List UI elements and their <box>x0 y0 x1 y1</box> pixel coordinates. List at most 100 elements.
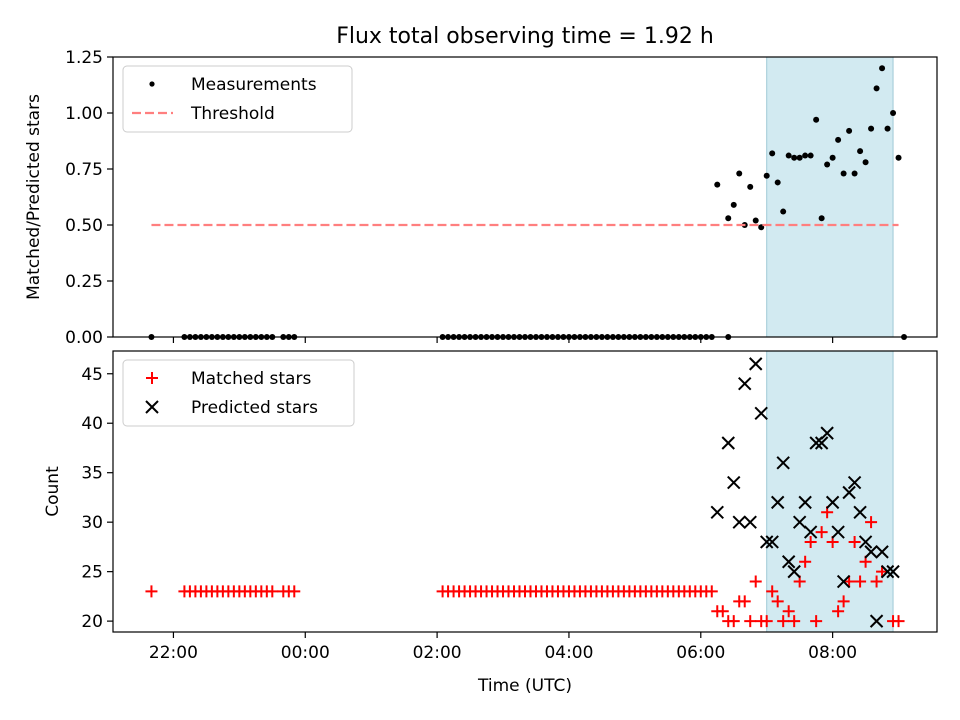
matched-star-point <box>716 605 729 618</box>
measurement-point <box>807 152 814 159</box>
legend-marker-x <box>145 400 159 414</box>
y-tick-label: 20 <box>81 612 103 632</box>
y-tick-label: 35 <box>81 464 103 484</box>
matched-star-point <box>771 595 784 608</box>
measurement-point <box>824 161 831 168</box>
predicted-star-point <box>776 456 790 470</box>
matched-star-point <box>832 605 845 618</box>
matched-star-point <box>288 585 301 598</box>
measurement-point <box>725 215 732 222</box>
predicted-star-point <box>858 535 873 549</box>
measurement-point <box>851 170 858 177</box>
legend-box <box>122 359 355 427</box>
matched-star-point <box>744 615 757 628</box>
measurement-point <box>774 179 781 186</box>
y-tick-label: 0.25 <box>65 272 103 292</box>
measurement-point <box>879 65 886 72</box>
predicted-star-point <box>875 545 889 559</box>
predicted-star-point <box>792 515 807 529</box>
predicted-star-point <box>886 564 900 579</box>
matched-star-point <box>804 535 817 548</box>
matched-star-point <box>777 615 790 628</box>
matched-star-point <box>854 575 867 588</box>
measurement-point <box>752 217 759 224</box>
predicted-star-point <box>787 564 801 579</box>
chart-title: Flux total observing time = 1.92 h <box>336 24 714 49</box>
predicted-star-point <box>803 525 818 539</box>
measurement-point <box>736 170 743 177</box>
panel-ratio: 0.00 0.25 0.50 0.75 1.00 1.25 Matched/Predict… <box>24 48 938 348</box>
predicted-star-point <box>759 535 774 549</box>
y-tick-label: 40 <box>81 414 103 434</box>
predicted-star-point <box>825 495 840 510</box>
x-axis-label: Time (UTC) <box>477 676 572 696</box>
matched-star-point <box>782 605 795 618</box>
measurement-point <box>818 215 825 222</box>
x-tick-label: 00:00 <box>281 643 330 663</box>
measurement-point <box>829 154 836 161</box>
matched-star-point <box>870 575 883 588</box>
predicted-star-point <box>770 495 785 510</box>
legend-label: Threshold <box>190 104 275 124</box>
measurement-point <box>835 136 842 143</box>
matched-star-point <box>788 615 801 628</box>
measurement-point <box>846 127 853 134</box>
matched-star-point <box>749 575 762 588</box>
measurement-point <box>840 170 847 177</box>
measurement-point <box>802 152 809 159</box>
predicted-star-point <box>880 564 895 579</box>
y-tick-label: 1.25 <box>65 48 103 68</box>
matched-star-point <box>892 615 905 628</box>
predicted-star-point <box>831 525 845 539</box>
measurement-point <box>785 152 792 159</box>
matched-star-point <box>837 595 850 608</box>
observing-window-shade <box>766 56 894 338</box>
predicted-star-point <box>809 436 823 450</box>
predicted-star-point <box>869 614 884 628</box>
measurement-point <box>873 85 880 92</box>
panel-frame-top <box>112 56 938 338</box>
measurement-point <box>868 125 875 132</box>
x-tick-label: 04:00 <box>544 643 593 663</box>
predicted-star-point <box>864 545 878 559</box>
y-tick-label: 1.00 <box>65 104 103 124</box>
predicted-star-point <box>798 495 812 510</box>
predicted-star-point <box>847 475 862 490</box>
legend-marker-dot <box>149 81 155 87</box>
measurement-point <box>857 148 864 155</box>
y-axis-label-count: Count <box>43 466 63 517</box>
measurement-point <box>862 159 869 166</box>
matched-star-point <box>738 595 751 608</box>
measurement-point <box>747 183 754 190</box>
predicted-star-point <box>727 475 741 490</box>
observing-window-shade <box>766 350 894 633</box>
x-tick-label: 06:00 <box>676 643 725 663</box>
predicted-star-point <box>765 535 779 549</box>
matched-star-point <box>705 585 718 598</box>
legend-box <box>122 65 353 133</box>
matched-star-point <box>815 526 828 539</box>
predicted-star-point <box>738 376 752 391</box>
predicted-star-point <box>732 515 746 529</box>
matched-star-point <box>799 555 812 568</box>
matched-star-point <box>266 585 279 598</box>
measurement-point <box>791 154 798 161</box>
predicted-star-point <box>721 436 735 450</box>
x-tick-label: 02:00 <box>413 643 462 663</box>
y-tick-label: 0.50 <box>65 216 103 236</box>
y-tick-label: 25 <box>81 563 103 583</box>
y-axis-label-ratio: Matched/Predicted stars <box>24 94 44 300</box>
legend-ratio: Measurements Threshold <box>122 65 353 133</box>
predicted-star-point <box>842 485 856 500</box>
measurement-point <box>730 201 737 208</box>
legend-marker-plus <box>146 372 158 384</box>
y-tick-label: 30 <box>81 513 103 533</box>
x-tick-label: 22:00 <box>149 643 198 663</box>
matched-star-point <box>727 615 740 628</box>
measurement-point <box>890 110 897 116</box>
matched-star-point <box>145 585 158 598</box>
panel-counts: 20 25 30 35 40 45 22:00 00:00 02:00 04:00 06:00 08… <box>43 350 938 663</box>
matched-star-point <box>876 565 889 578</box>
legend-label: Matched stars <box>191 369 311 389</box>
